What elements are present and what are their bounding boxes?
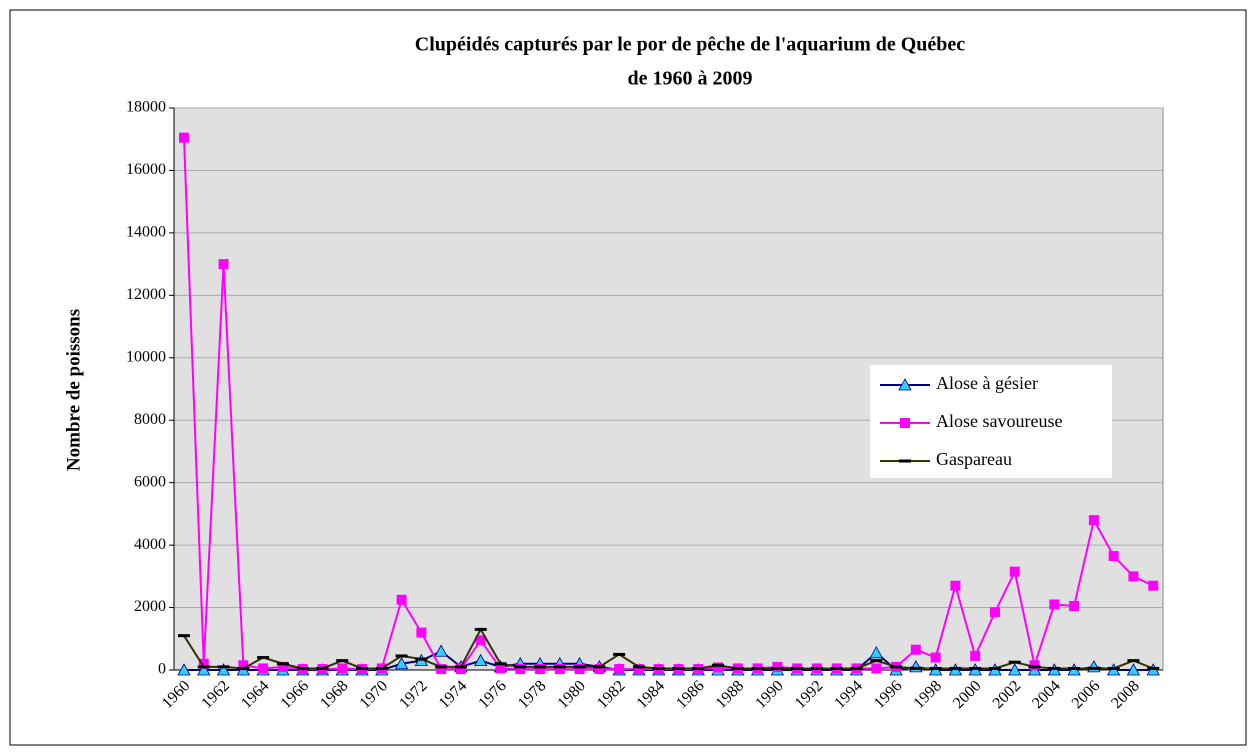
y-tick-label: 6000 — [134, 473, 166, 490]
data-point — [434, 644, 448, 657]
data-point — [455, 664, 466, 675]
data-point — [614, 664, 625, 675]
data-point — [772, 661, 783, 672]
data-point — [1009, 566, 1020, 577]
data-point — [989, 607, 1000, 618]
legend-marker — [900, 418, 910, 428]
data-point — [337, 663, 348, 674]
data-point — [970, 650, 981, 661]
data-point — [713, 662, 724, 673]
data-point — [871, 663, 882, 674]
data-point — [869, 645, 883, 659]
data-point — [950, 580, 961, 591]
data-point — [910, 644, 921, 655]
y-axis-label: Nombre de poissons — [63, 309, 84, 471]
data-point — [179, 132, 189, 143]
data-point — [1148, 580, 1159, 591]
data-point — [1029, 660, 1040, 671]
data-point — [1108, 551, 1119, 562]
data-point — [396, 594, 407, 605]
data-point — [1069, 600, 1080, 611]
data-point — [238, 660, 249, 671]
y-tick-label: 4000 — [134, 536, 166, 553]
data-point — [218, 259, 229, 270]
data-point — [394, 656, 409, 670]
data-point — [515, 664, 526, 675]
data-point — [177, 663, 191, 676]
data-point — [554, 664, 565, 675]
data-point — [198, 658, 209, 669]
chart-title: Clupéidés capturés par le por de pêche d… — [415, 34, 966, 56]
data-point — [1088, 515, 1099, 526]
data-point — [1008, 663, 1022, 676]
data-point — [574, 664, 585, 675]
data-point — [436, 664, 447, 675]
data-point — [594, 664, 605, 675]
data-point — [633, 664, 644, 675]
y-tick-label: 12000 — [126, 286, 166, 303]
data-point — [216, 663, 231, 676]
y-tick-label: 2000 — [134, 598, 166, 615]
chart-subtitle: de 1960 à 2009 — [628, 68, 753, 90]
data-point — [495, 663, 506, 674]
data-point — [1049, 599, 1060, 610]
data-point — [258, 663, 269, 674]
legend-box — [870, 365, 1112, 478]
y-tick-label: 16000 — [126, 161, 166, 178]
data-point — [535, 664, 546, 675]
legend-label: Alose savoureuse — [936, 411, 1062, 431]
legend-label: Alose à gésier — [936, 373, 1038, 393]
y-tick-label: 0 — [158, 661, 166, 678]
y-tick-label: 18000 — [126, 99, 166, 116]
y-tick-label: 10000 — [126, 348, 166, 365]
data-point — [197, 663, 211, 676]
y-tick-label: 14000 — [126, 224, 166, 241]
data-point — [277, 661, 288, 672]
data-point — [475, 635, 486, 646]
legend-label: Gaspareau — [936, 449, 1012, 469]
data-point — [1126, 663, 1141, 676]
y-tick-label: 8000 — [134, 411, 166, 428]
data-point — [416, 627, 427, 638]
data-point — [1128, 571, 1139, 582]
legend-marker — [898, 378, 912, 391]
data-point — [930, 652, 941, 663]
data-point — [474, 653, 488, 667]
